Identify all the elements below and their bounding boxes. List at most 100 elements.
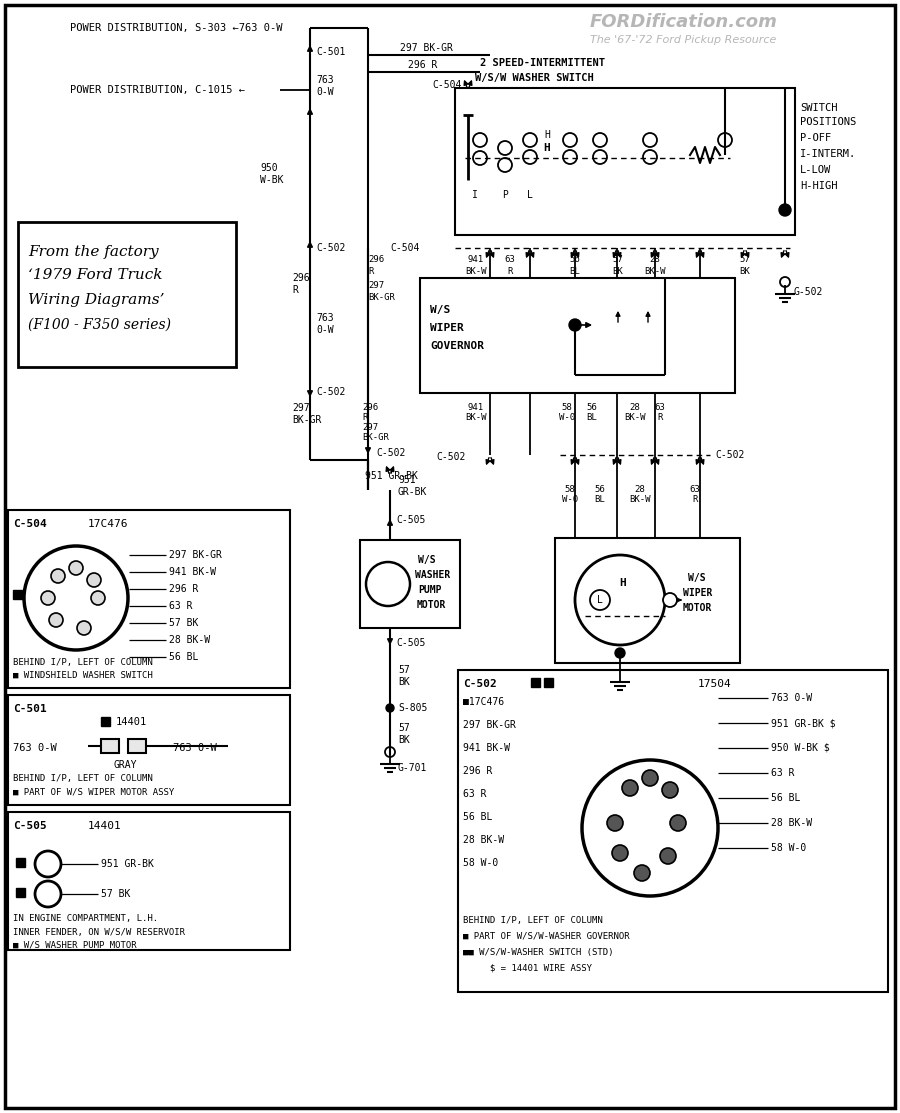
Bar — [13, 590, 22, 599]
Text: H: H — [544, 130, 550, 140]
Text: 941: 941 — [468, 404, 484, 413]
Text: P: P — [502, 190, 508, 200]
Circle shape — [622, 780, 638, 796]
Text: C-501: C-501 — [316, 47, 346, 57]
Text: PUMP: PUMP — [418, 585, 442, 595]
Text: 63: 63 — [689, 485, 700, 494]
Bar — [455, 88, 795, 235]
Text: 2 SPEED-INTERMITTENT: 2 SPEED-INTERMITTENT — [480, 58, 605, 68]
Text: W-0: W-0 — [559, 414, 575, 423]
Bar — [16, 888, 25, 897]
Text: 297 BK-GR: 297 BK-GR — [400, 43, 453, 53]
Text: C-504: C-504 — [432, 80, 462, 90]
Text: C-501: C-501 — [13, 705, 47, 715]
Text: H-HIGH: H-HIGH — [800, 181, 838, 191]
Text: POWER DISTRIBUTION, S-303 ←763 0-W: POWER DISTRIBUTION, S-303 ←763 0-W — [70, 23, 283, 33]
Text: L: L — [527, 190, 533, 200]
Text: W-BK: W-BK — [260, 175, 284, 185]
Text: R: R — [657, 414, 662, 423]
Text: 56 BL: 56 BL — [463, 812, 492, 823]
Text: 28 BK-W: 28 BK-W — [463, 835, 504, 845]
Text: 763 0-W: 763 0-W — [771, 693, 812, 703]
Text: 57: 57 — [740, 256, 751, 265]
Text: 0-W: 0-W — [316, 325, 334, 335]
Text: $ = 14401 WIRE ASSY: $ = 14401 WIRE ASSY — [463, 964, 592, 973]
Text: 56: 56 — [595, 485, 606, 494]
Text: 58: 58 — [564, 485, 575, 494]
Text: 17C476: 17C476 — [88, 519, 129, 529]
Text: 296 R: 296 R — [463, 766, 492, 776]
Text: H: H — [544, 142, 551, 152]
Text: BL: BL — [587, 414, 598, 423]
Circle shape — [77, 621, 91, 636]
Text: SWITCH: SWITCH — [800, 104, 838, 114]
Text: 296: 296 — [292, 273, 310, 283]
Text: 296: 296 — [368, 256, 384, 265]
Text: 297: 297 — [362, 424, 378, 433]
Text: 14401: 14401 — [88, 821, 122, 831]
Text: BK-GR: BK-GR — [362, 433, 389, 443]
Bar — [101, 717, 110, 726]
Text: POWER DISTRIBUTION, C-1015 ←: POWER DISTRIBUTION, C-1015 ← — [70, 85, 245, 95]
Text: 57: 57 — [613, 256, 624, 265]
Text: 63: 63 — [505, 256, 516, 265]
Text: BK: BK — [398, 677, 410, 687]
Bar — [458, 670, 888, 992]
Circle shape — [575, 555, 665, 646]
Circle shape — [498, 141, 512, 155]
Text: R: R — [362, 414, 367, 423]
Circle shape — [634, 865, 650, 881]
Text: 297 BK-GR: 297 BK-GR — [169, 550, 222, 560]
Text: BK-W: BK-W — [625, 414, 646, 423]
Text: FORDification.com: FORDification.com — [590, 13, 778, 31]
Text: 763: 763 — [316, 75, 334, 85]
Circle shape — [780, 277, 790, 287]
Text: G-502: G-502 — [793, 287, 823, 297]
Text: P-OFF: P-OFF — [800, 132, 832, 142]
Text: BK-GR: BK-GR — [292, 415, 321, 425]
Bar — [544, 678, 553, 687]
Text: 763 0-W: 763 0-W — [13, 743, 57, 754]
Text: BEHIND I/P, LEFT OF COLUMN: BEHIND I/P, LEFT OF COLUMN — [13, 658, 153, 667]
Text: 28 BK-W: 28 BK-W — [169, 636, 210, 646]
Text: 56 BL: 56 BL — [771, 792, 800, 802]
Circle shape — [670, 815, 686, 831]
Text: 28: 28 — [630, 404, 641, 413]
Text: 57 BK: 57 BK — [169, 618, 198, 628]
Text: W/S/W WASHER SWITCH: W/S/W WASHER SWITCH — [475, 73, 594, 83]
Text: C-502: C-502 — [316, 387, 346, 397]
Text: INNER FENDER, ON W/S/W RESERVOIR: INNER FENDER, ON W/S/W RESERVOIR — [13, 927, 185, 936]
Text: C-504: C-504 — [13, 519, 47, 529]
Circle shape — [523, 132, 537, 147]
Bar — [101, 739, 119, 754]
Text: ■ WINDSHIELD WASHER SWITCH: ■ WINDSHIELD WASHER SWITCH — [13, 670, 153, 680]
Text: ■17C476: ■17C476 — [463, 697, 504, 707]
Circle shape — [718, 132, 732, 147]
Text: 56: 56 — [587, 404, 598, 413]
Text: 951 GR-BK: 951 GR-BK — [365, 471, 418, 481]
Circle shape — [366, 562, 410, 605]
Circle shape — [590, 590, 610, 610]
Text: GRAY: GRAY — [113, 760, 137, 770]
Bar — [16, 858, 25, 867]
Text: BL: BL — [570, 267, 580, 276]
Circle shape — [473, 132, 487, 147]
Text: S-805: S-805 — [398, 703, 428, 713]
Text: 297: 297 — [368, 280, 384, 289]
Circle shape — [69, 561, 83, 575]
Text: 941 BK-W: 941 BK-W — [463, 743, 510, 754]
Text: 57: 57 — [398, 664, 410, 674]
Text: BK: BK — [398, 735, 410, 745]
Text: I: I — [472, 190, 478, 200]
Bar — [555, 538, 740, 663]
Text: 63: 63 — [654, 404, 665, 413]
Text: 296 R: 296 R — [408, 60, 437, 70]
Circle shape — [523, 150, 537, 164]
Text: 28: 28 — [634, 485, 645, 494]
Circle shape — [24, 546, 128, 650]
Bar — [360, 540, 460, 628]
Text: WASHER: WASHER — [415, 570, 450, 580]
Bar — [531, 678, 540, 687]
Circle shape — [498, 158, 512, 173]
Text: 58 W-0: 58 W-0 — [771, 843, 806, 853]
